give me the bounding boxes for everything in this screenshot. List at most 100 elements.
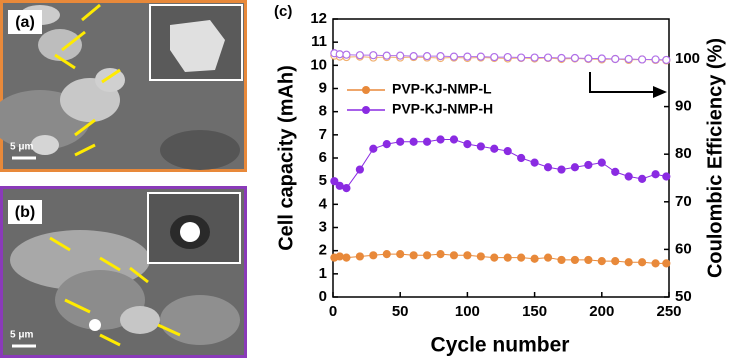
- data-point: [624, 54, 633, 64]
- data-point: [355, 51, 364, 60]
- y2-tick-label: 50: [675, 288, 692, 305]
- x-tick-label: 200: [589, 303, 614, 320]
- data-point: [396, 137, 405, 146]
- y2-tick-label: 100: [675, 50, 700, 67]
- y-tick-label: 9: [319, 79, 327, 96]
- data-point: [638, 258, 647, 267]
- data-point: [638, 174, 647, 183]
- panel-label: (b): [15, 204, 35, 221]
- data-point: [597, 158, 606, 167]
- data-point: [463, 140, 472, 149]
- data-point: [651, 259, 660, 268]
- sem-image-a: (a) 5 μm: [0, 0, 247, 172]
- x-tick-label: 250: [656, 303, 681, 320]
- y-tick-label: 0: [319, 288, 327, 305]
- data-point: [530, 254, 539, 263]
- data-point: [503, 253, 512, 262]
- data-point: [597, 54, 606, 63]
- data-point: [624, 172, 633, 181]
- data-point: [503, 52, 512, 62]
- data-point: [543, 163, 553, 172]
- y2-axis-label: Coulombic Efficiency (%): [704, 38, 726, 278]
- data-point: [638, 55, 647, 64]
- y-axis-label: Cell capacity (mAh): [275, 65, 297, 251]
- data-point: [557, 53, 566, 63]
- data-point: [624, 258, 633, 267]
- data-point: [355, 252, 364, 261]
- scale-bar-label: 5 μm: [10, 330, 33, 341]
- data-point: [382, 140, 391, 149]
- data-point: [422, 137, 432, 146]
- data-point: [530, 158, 539, 167]
- data-point: [463, 52, 472, 61]
- data-point: [355, 165, 364, 174]
- data-point: [490, 253, 499, 262]
- data-point: [490, 144, 499, 153]
- legend-marker: [362, 106, 370, 114]
- data-point: [436, 52, 445, 61]
- data-point: [662, 172, 671, 181]
- data-point: [335, 252, 344, 261]
- y-tick-label: 1: [319, 265, 327, 282]
- scale-bar-label: 5 μm: [10, 142, 33, 153]
- data-point: [503, 146, 512, 156]
- data-point: [382, 51, 391, 60]
- data-point: [570, 53, 580, 63]
- x-tick-label: 0: [329, 303, 337, 320]
- data-point: [422, 251, 432, 260]
- y-tick-label: 6: [319, 149, 327, 166]
- x-axis-label: Cycle number: [431, 334, 570, 357]
- data-point: [342, 184, 351, 193]
- data-point: [557, 255, 566, 265]
- data-point: [330, 177, 339, 186]
- data-point: [449, 52, 459, 61]
- y-tick-label: 10: [310, 56, 327, 73]
- data-point: [662, 259, 671, 268]
- data-point: [584, 160, 593, 170]
- x-tick-label: 100: [455, 303, 480, 320]
- data-point: [449, 251, 459, 260]
- data-point: [651, 55, 660, 64]
- data-point: [611, 256, 620, 266]
- y-tick-label: 12: [310, 10, 327, 27]
- data-point: [436, 135, 445, 144]
- data-point: [436, 250, 445, 259]
- data-point: [409, 251, 418, 260]
- data-point: [611, 167, 620, 176]
- y-tick-label: 3: [319, 218, 327, 235]
- data-point: [369, 251, 378, 260]
- legend-marker: [362, 86, 370, 94]
- data-point: [369, 144, 378, 153]
- data-point: [662, 55, 671, 65]
- x-tick-label: 150: [522, 303, 547, 320]
- y2-tick-label: 80: [675, 145, 692, 162]
- data-point: [557, 165, 566, 174]
- data-point: [517, 153, 526, 163]
- axis-arrow: [589, 72, 655, 93]
- data-point: [490, 52, 499, 62]
- data-point: [335, 50, 344, 59]
- data-point: [476, 142, 485, 151]
- data-point: [369, 51, 378, 60]
- data-point: [382, 250, 391, 259]
- y-tick-label: 2: [319, 242, 327, 259]
- panel-label: (c): [274, 3, 292, 20]
- panel-label: (a): [15, 14, 35, 31]
- data-point: [597, 256, 606, 266]
- data-point: [409, 137, 418, 146]
- data-point: [476, 252, 485, 261]
- legend-label: PVP-KJ-NMP-H: [392, 101, 493, 117]
- y2-tick-label: 60: [675, 240, 692, 257]
- data-point: [449, 135, 459, 144]
- data-point: [396, 250, 405, 259]
- data-point: [530, 53, 539, 62]
- data-point: [570, 255, 580, 265]
- data-point: [543, 253, 553, 262]
- axis-arrow-head: [653, 86, 667, 98]
- data-point: [463, 251, 472, 260]
- x-tick-label: 50: [392, 303, 409, 320]
- data-point: [584, 255, 593, 265]
- data-point: [611, 54, 620, 64]
- data-point: [570, 163, 580, 172]
